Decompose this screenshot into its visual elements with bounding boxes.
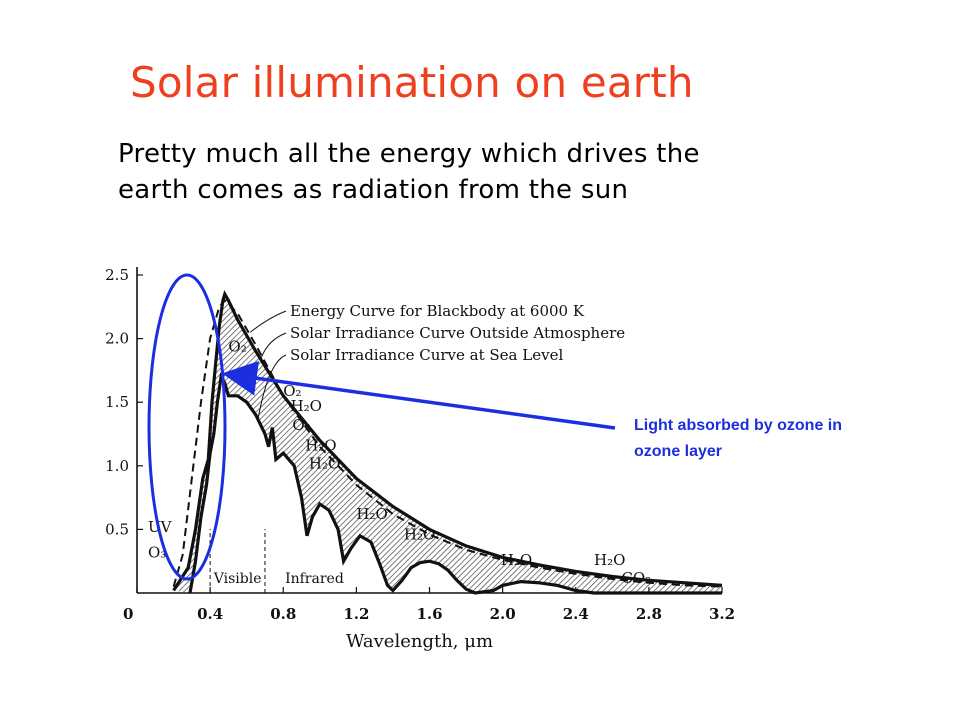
- callout-line: Light absorbed by ozone in: [634, 417, 842, 434]
- ozone-annotation-arrow: [221, 360, 616, 430]
- absorption-label: O₂: [283, 382, 301, 400]
- x-tick-label: 1.6: [416, 605, 442, 623]
- absorption-label: O₃: [148, 543, 166, 561]
- legend-leader-line: [260, 332, 287, 358]
- y-tick-label: 2.0: [105, 330, 129, 348]
- absorption-label: H₂O: [291, 397, 322, 415]
- x-tick-label: 2.8: [636, 605, 662, 623]
- absorption-label: H₂O: [404, 526, 435, 544]
- y-tick-label: 1.0: [105, 457, 129, 475]
- legend-entry: Solar Irradiance Curve Outside Atmospher…: [290, 324, 625, 342]
- series-outside-atmosphere-line: [172, 290, 723, 592]
- y-tick-label: 0.5: [105, 520, 129, 538]
- x-tick-label: 3.2: [709, 605, 735, 623]
- absorption-label: H₂O: [305, 437, 336, 455]
- absorption-label: H₂O: [501, 551, 532, 569]
- body-line: Pretty much all the energy which drives …: [118, 139, 700, 169]
- slide-body-text: Pretty much all the energy which drives …: [118, 136, 858, 208]
- absorption-label: H₂O: [356, 505, 387, 523]
- region-label: Visible: [213, 571, 262, 587]
- series-blackbody-line: [172, 298, 723, 588]
- y-tick-label: 1.5: [105, 393, 129, 411]
- absorption-label: UV: [148, 518, 173, 536]
- legend-leader-line: [250, 310, 287, 333]
- x-tick-label: 0: [123, 605, 133, 623]
- x-axis-label: Wavelength, μm: [346, 631, 493, 652]
- legend-entry: Solar Irradiance Curve at Sea Level: [290, 346, 563, 364]
- legend-leader-line: [257, 354, 287, 422]
- body-line: earth comes as radiation from the sun: [118, 175, 629, 205]
- x-tick-label: 2.4: [563, 605, 589, 623]
- x-tick-label: 0.8: [270, 605, 296, 623]
- absorption-label: O₂: [228, 337, 246, 355]
- callout-line: ozone layer: [634, 443, 723, 460]
- absorption-label: H₂O: [309, 454, 340, 472]
- x-tick-label: 0.4: [197, 605, 223, 623]
- ozone-callout: Light absorbed by ozone in ozone layer: [634, 413, 954, 465]
- absorption-label: H₂O: [594, 551, 625, 569]
- absorption-label: CO₂: [621, 569, 651, 587]
- slide-title: Solar illumination on earth: [130, 58, 694, 107]
- absorption-label: O₂: [292, 416, 310, 434]
- x-tick-label: 1.2: [343, 605, 369, 623]
- ozone-highlight-ellipse: [147, 273, 227, 581]
- legend-entry: Energy Curve for Blackbody at 6000 K: [290, 302, 585, 320]
- y-tick-label: 2.5: [105, 266, 129, 284]
- region-label: Infrared: [285, 571, 344, 587]
- x-tick-label: 2.0: [490, 605, 516, 623]
